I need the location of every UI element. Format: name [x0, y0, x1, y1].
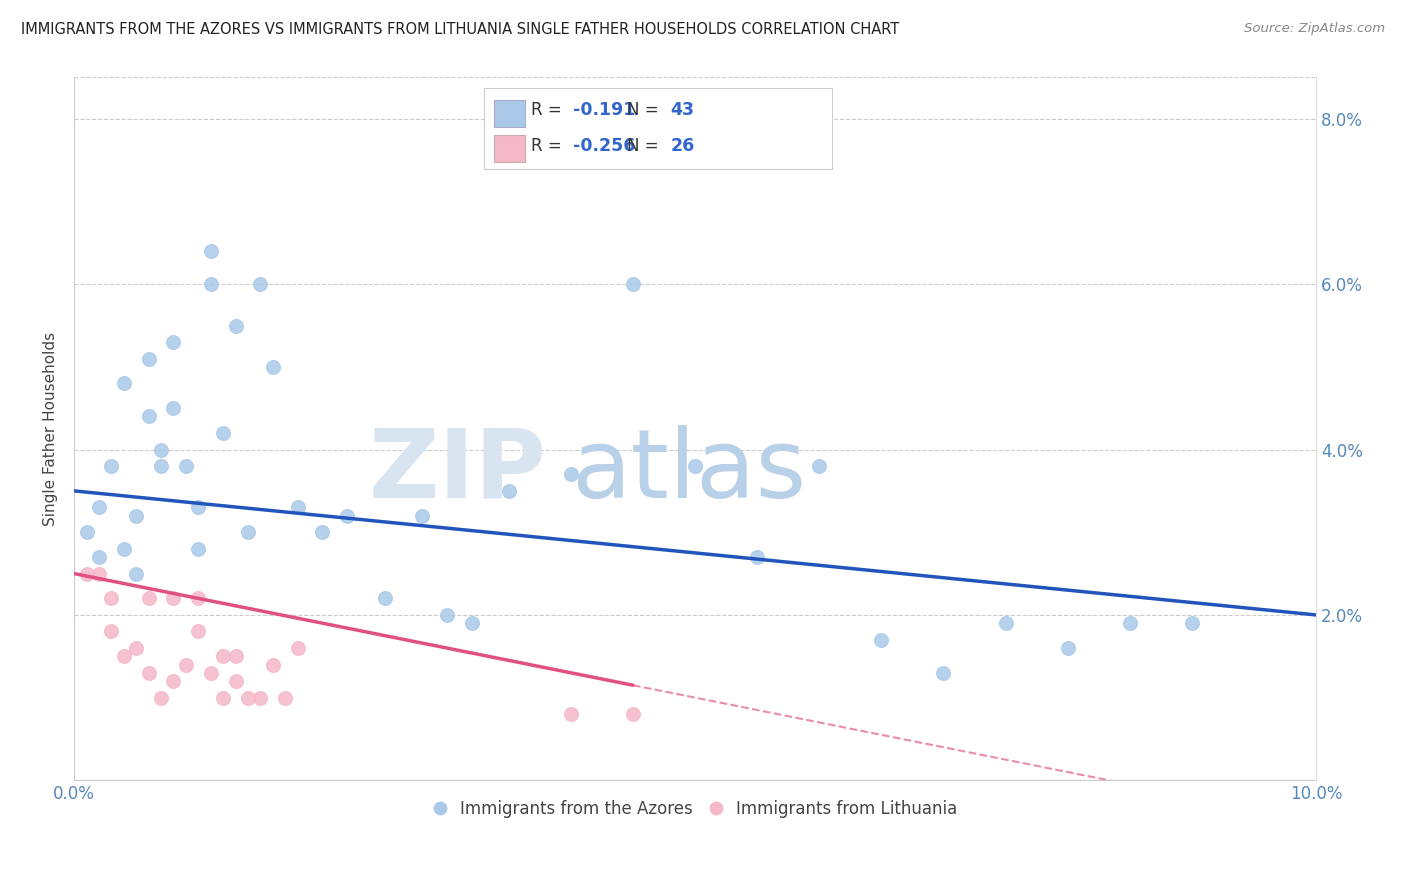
Point [1119, 616, 1142, 631]
Point [212, 690, 235, 705]
Point [274, 690, 297, 705]
Point [138, 665, 160, 680]
Point [138, 409, 160, 424]
Point [87, 566, 110, 581]
Text: R =: R = [531, 136, 567, 154]
Point [100, 624, 122, 639]
Point [287, 640, 309, 655]
Point [683, 459, 706, 474]
Point [138, 591, 160, 606]
Point [150, 690, 173, 705]
Point [225, 318, 247, 333]
Point [100, 459, 122, 474]
Point [187, 541, 209, 556]
Point [336, 508, 359, 523]
Point [200, 277, 222, 292]
Point [621, 707, 644, 722]
Point [1056, 640, 1078, 655]
Point [112, 376, 135, 391]
Point [162, 591, 184, 606]
Point [200, 665, 222, 680]
Point [174, 657, 197, 672]
Point [187, 624, 209, 639]
Point [262, 359, 284, 374]
Text: IMMIGRANTS FROM THE AZORES VS IMMIGRANTS FROM LITHUANIA SINGLE FATHER HOUSEHOLDS: IMMIGRANTS FROM THE AZORES VS IMMIGRANTS… [21, 22, 900, 37]
Point [236, 690, 259, 705]
Point [212, 425, 235, 440]
Legend: Immigrants from the Azores, Immigrants from Lithuania: Immigrants from the Azores, Immigrants f… [426, 793, 963, 825]
Point [112, 649, 135, 664]
Point [162, 334, 184, 349]
Text: R =: R = [531, 102, 567, 120]
Point [187, 500, 209, 515]
Point [112, 541, 135, 556]
Point [249, 277, 271, 292]
Text: N =: N = [627, 102, 664, 120]
FancyBboxPatch shape [494, 100, 524, 127]
Point [994, 616, 1017, 631]
Point [1181, 616, 1204, 631]
Text: 43: 43 [671, 102, 695, 120]
Text: 26: 26 [671, 136, 695, 154]
Point [225, 649, 247, 664]
Y-axis label: Single Father Households: Single Father Households [44, 332, 58, 526]
Point [236, 525, 259, 540]
Point [76, 525, 98, 540]
Text: atlas: atlas [571, 425, 806, 517]
Point [560, 707, 582, 722]
Point [76, 566, 98, 581]
Text: Source: ZipAtlas.com: Source: ZipAtlas.com [1244, 22, 1385, 36]
Point [162, 674, 184, 689]
Text: N =: N = [627, 136, 664, 154]
Point [212, 649, 235, 664]
Point [287, 500, 309, 515]
FancyBboxPatch shape [494, 135, 524, 161]
Point [100, 591, 122, 606]
FancyBboxPatch shape [484, 88, 832, 169]
Point [311, 525, 333, 540]
Point [932, 665, 955, 680]
Point [808, 459, 831, 474]
Point [150, 442, 173, 457]
Point [747, 549, 769, 564]
Point [436, 607, 458, 622]
Point [150, 459, 173, 474]
Point [125, 640, 148, 655]
Text: ZIP: ZIP [368, 425, 546, 517]
Point [498, 483, 520, 498]
Point [225, 674, 247, 689]
Point [125, 566, 148, 581]
Text: -0.191: -0.191 [574, 102, 636, 120]
Point [262, 657, 284, 672]
Point [411, 508, 433, 523]
Point [174, 459, 197, 474]
Point [138, 351, 160, 366]
Point [249, 690, 271, 705]
Point [162, 401, 184, 416]
Point [460, 616, 482, 631]
Point [374, 591, 396, 606]
Point [621, 277, 644, 292]
Point [560, 467, 582, 482]
Point [125, 508, 148, 523]
Point [87, 549, 110, 564]
Text: -0.256: -0.256 [574, 136, 636, 154]
Point [870, 632, 893, 647]
Point [187, 591, 209, 606]
Point [200, 244, 222, 258]
Point [87, 500, 110, 515]
